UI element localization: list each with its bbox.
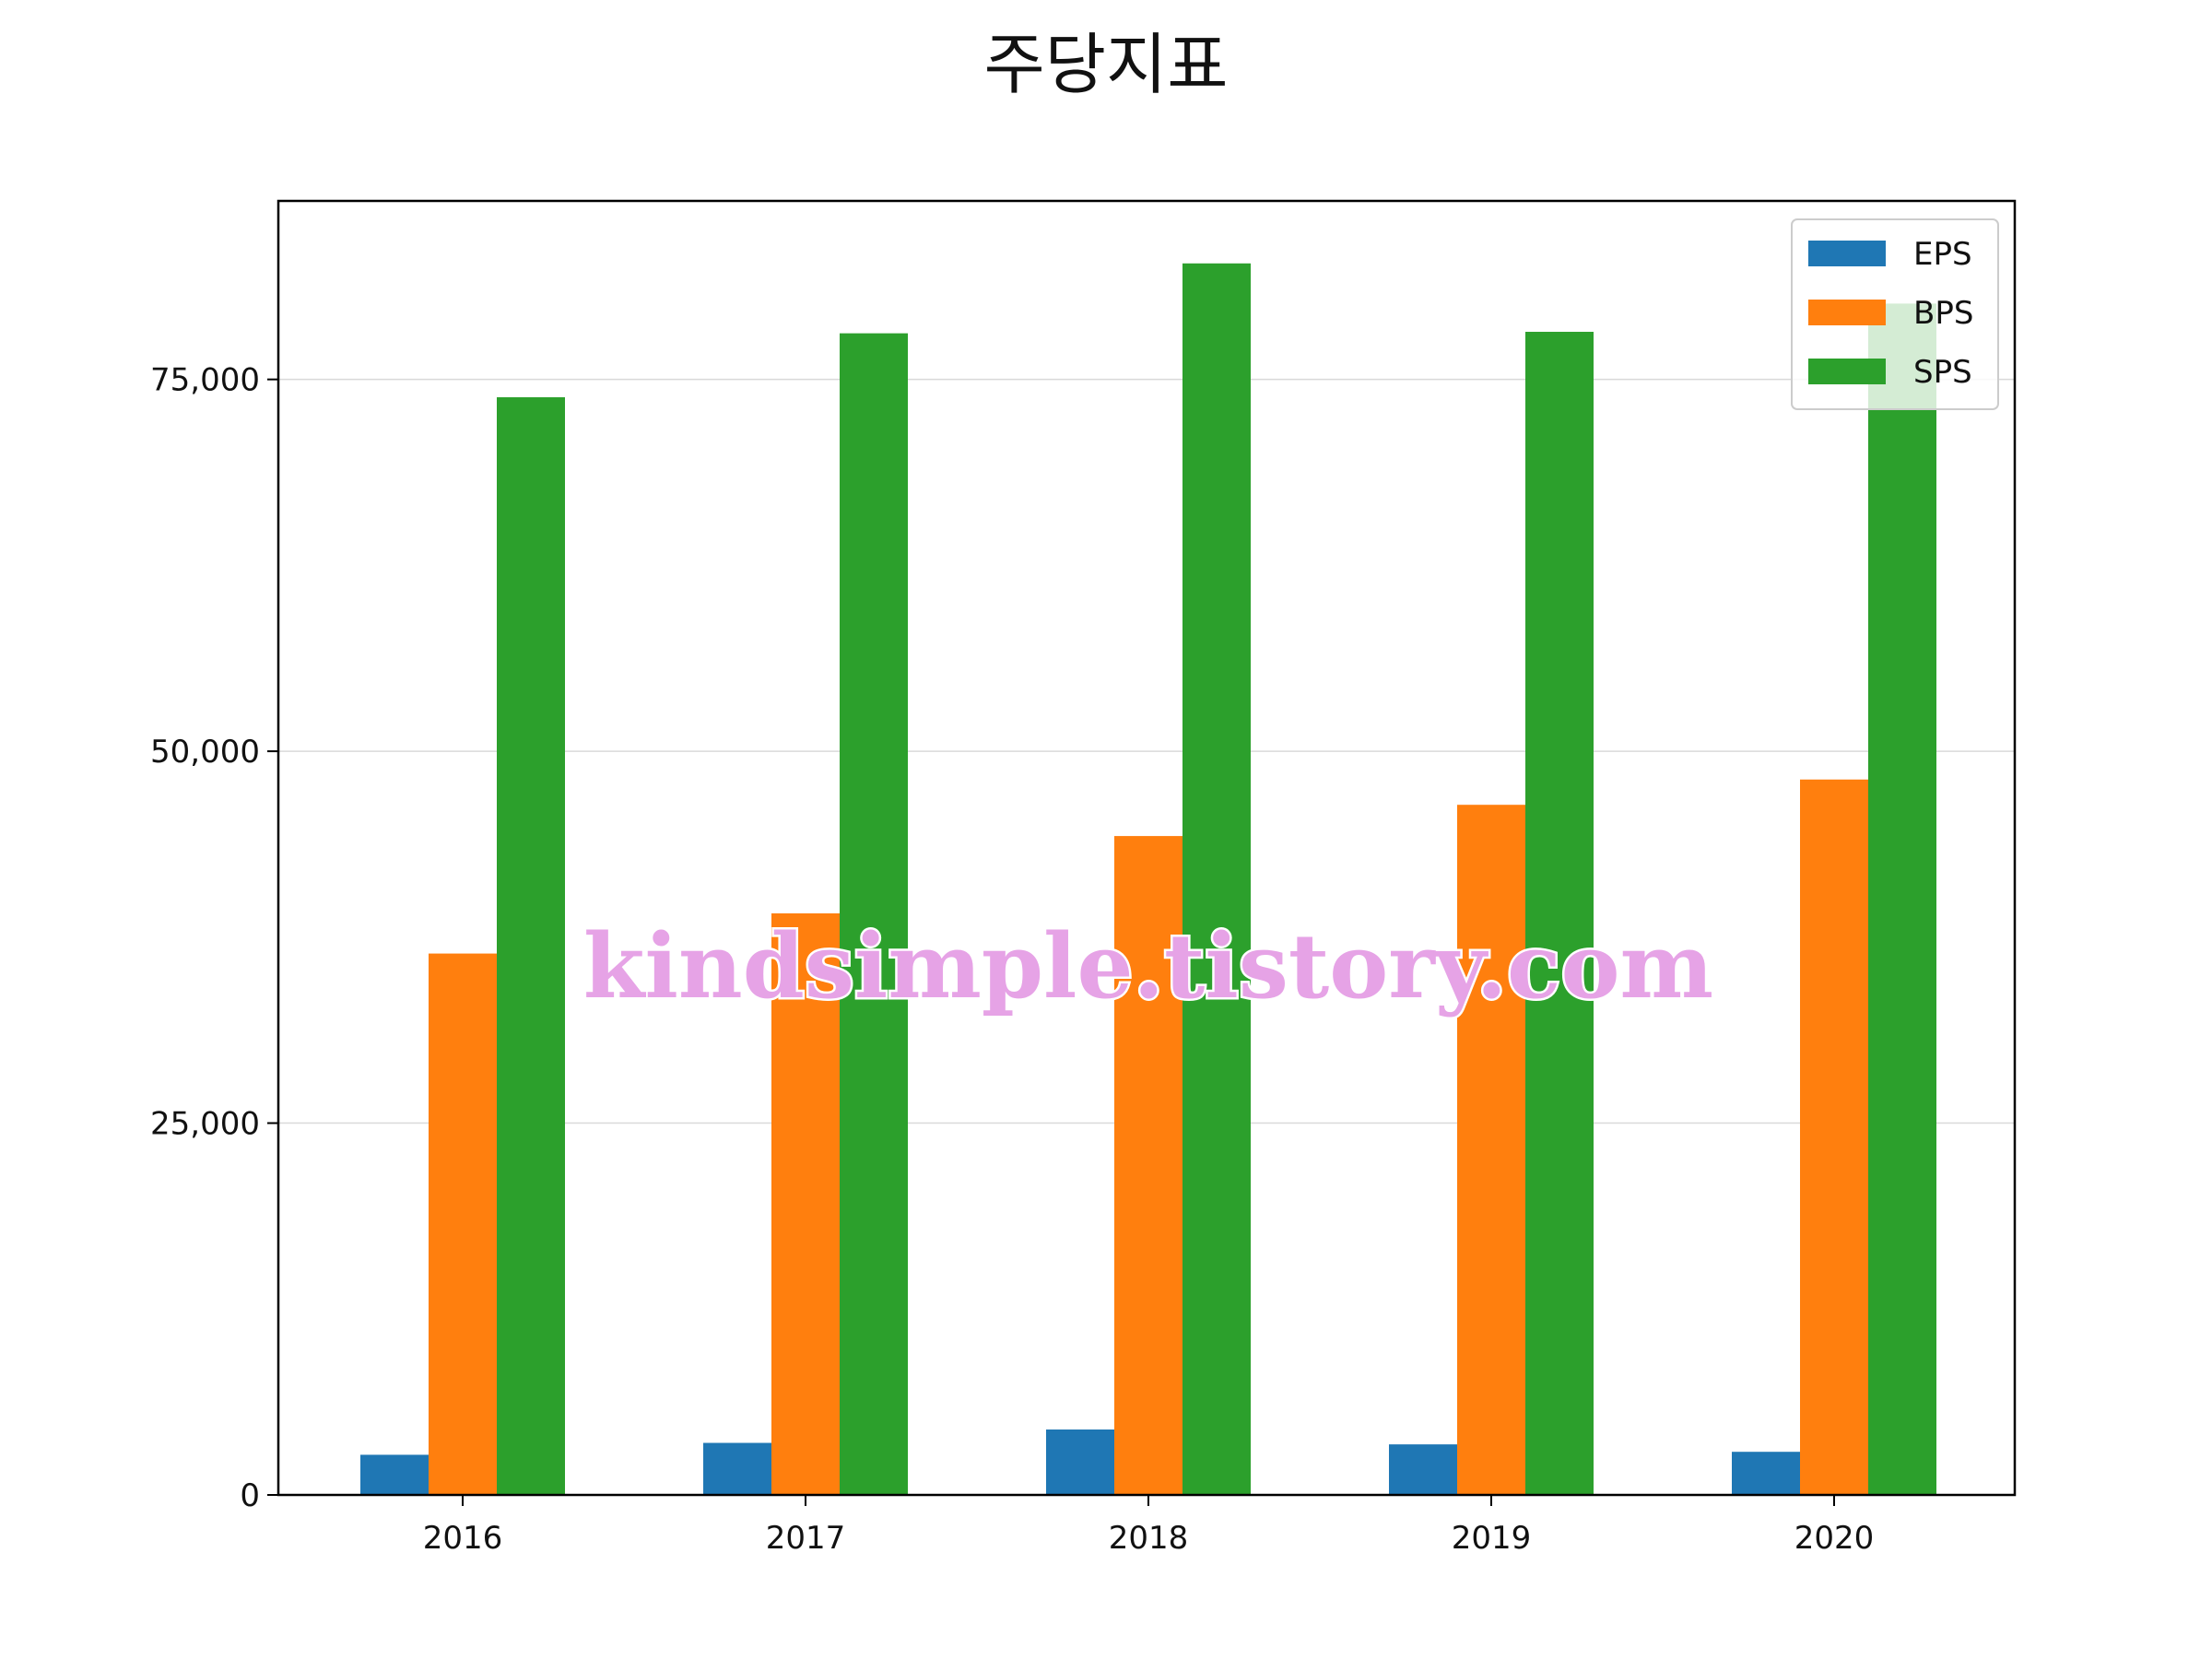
x-tick-label: 2020 bbox=[1794, 1520, 1875, 1557]
bar-eps-2016 bbox=[360, 1454, 429, 1495]
bar-sps-2018 bbox=[1182, 263, 1251, 1495]
bar-eps-2018 bbox=[1046, 1429, 1114, 1495]
chart-title: 주당지표 bbox=[984, 26, 1229, 103]
bar-eps-2019 bbox=[1389, 1444, 1457, 1495]
bar-sps-2020 bbox=[1868, 303, 1936, 1496]
y-tick-label: 0 bbox=[240, 1477, 260, 1514]
y-tick-label: 25,000 bbox=[150, 1106, 260, 1143]
bar-eps-2020 bbox=[1732, 1452, 1800, 1495]
watermark-text: kindsimple.tistory.com bbox=[583, 914, 1713, 1018]
legend-label-bps: BPS bbox=[1913, 295, 1973, 332]
bar-bps-2018 bbox=[1114, 836, 1182, 1495]
legend-swatch-bps bbox=[1808, 300, 1886, 325]
legend-entries: EPS BPS SPS bbox=[1808, 236, 1973, 391]
y-axis: 0 25,000 50,000 75,000 bbox=[150, 362, 278, 1514]
y-tick-label: 50,000 bbox=[150, 734, 260, 771]
bar-bps-2016 bbox=[429, 953, 497, 1495]
bar-bps-2017 bbox=[771, 913, 840, 1495]
legend-swatch-sps bbox=[1808, 359, 1886, 384]
bar-sps-2017 bbox=[840, 333, 908, 1496]
legend-label-eps: EPS bbox=[1913, 236, 1972, 273]
bars bbox=[360, 263, 1936, 1496]
legend-swatch-eps bbox=[1808, 241, 1886, 266]
bar-bps-2019 bbox=[1457, 805, 1525, 1495]
bar-sps-2016 bbox=[497, 397, 565, 1495]
y-tick-label: 75,000 bbox=[150, 362, 260, 399]
legend-label-sps: SPS bbox=[1913, 354, 1972, 391]
x-tick-label: 2017 bbox=[766, 1520, 846, 1557]
x-tick-label: 2019 bbox=[1452, 1520, 1532, 1557]
x-tick-label: 2018 bbox=[1109, 1520, 1189, 1557]
x-axis: 2016 2017 2018 2019 2020 bbox=[423, 1495, 1875, 1557]
x-tick-label: 2016 bbox=[423, 1520, 503, 1557]
plot-frame bbox=[276, 199, 2017, 1497]
bar-eps-2017 bbox=[703, 1442, 771, 1495]
legend: EPS BPS SPS bbox=[1791, 218, 1999, 410]
bar-sps-2019 bbox=[1525, 332, 1594, 1495]
bar-bps-2020 bbox=[1800, 779, 1868, 1495]
